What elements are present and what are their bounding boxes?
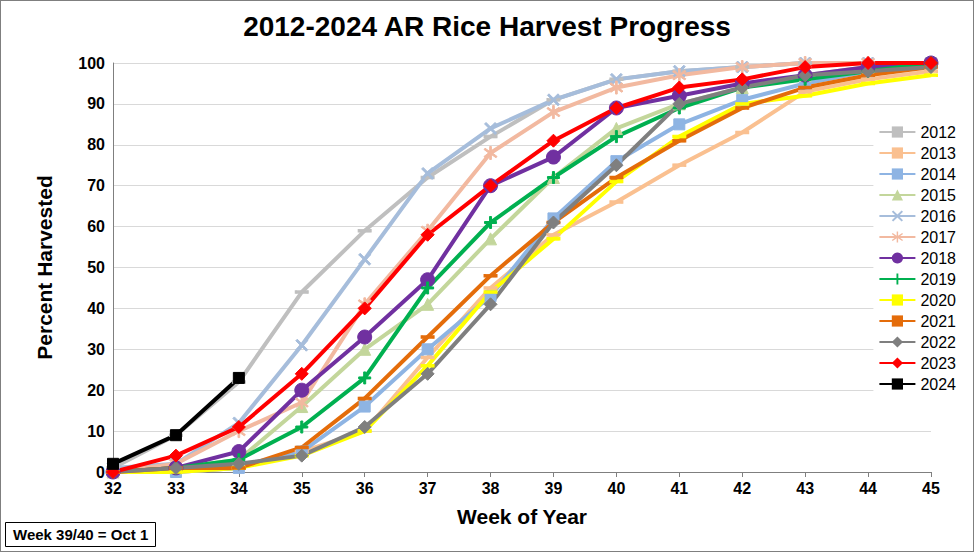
svg-text:30: 30 bbox=[87, 341, 105, 358]
svg-text:2014: 2014 bbox=[920, 166, 956, 183]
svg-text:90: 90 bbox=[87, 95, 105, 112]
svg-text:50: 50 bbox=[87, 259, 105, 276]
svg-text:45: 45 bbox=[922, 480, 940, 497]
svg-text:37: 37 bbox=[419, 480, 437, 497]
svg-text:2012-2024 AR Rice Harvest Prog: 2012-2024 AR Rice Harvest Progress bbox=[243, 11, 731, 42]
svg-text:80: 80 bbox=[87, 136, 105, 153]
svg-text:20: 20 bbox=[87, 382, 105, 399]
svg-text:33: 33 bbox=[167, 480, 185, 497]
svg-text:2018: 2018 bbox=[920, 250, 956, 267]
svg-text:36: 36 bbox=[356, 480, 374, 497]
svg-text:40: 40 bbox=[607, 480, 625, 497]
svg-text:42: 42 bbox=[733, 480, 751, 497]
svg-text:43: 43 bbox=[796, 480, 814, 497]
svg-text:2022: 2022 bbox=[920, 334, 956, 351]
svg-text:41: 41 bbox=[670, 480, 688, 497]
svg-text:60: 60 bbox=[87, 218, 105, 235]
svg-text:39: 39 bbox=[545, 480, 563, 497]
svg-text:2023: 2023 bbox=[920, 355, 956, 372]
svg-text:Week 39/40 = Oct 1: Week 39/40 = Oct 1 bbox=[13, 526, 148, 543]
svg-text:40: 40 bbox=[87, 300, 105, 317]
svg-text:2024: 2024 bbox=[920, 376, 956, 393]
svg-text:2012: 2012 bbox=[920, 124, 956, 141]
svg-text:0: 0 bbox=[96, 464, 105, 481]
svg-text:Percent Harvested: Percent Harvested bbox=[33, 175, 56, 359]
svg-text:32: 32 bbox=[104, 480, 122, 497]
svg-text:2015: 2015 bbox=[920, 187, 956, 204]
svg-text:38: 38 bbox=[482, 480, 500, 497]
svg-text:70: 70 bbox=[87, 177, 105, 194]
svg-text:44: 44 bbox=[859, 480, 877, 497]
svg-text:100: 100 bbox=[78, 55, 105, 72]
svg-text:10: 10 bbox=[87, 423, 105, 440]
svg-text:2021: 2021 bbox=[920, 313, 956, 330]
svg-text:35: 35 bbox=[293, 480, 311, 497]
svg-text:2020: 2020 bbox=[920, 292, 956, 309]
svg-text:2017: 2017 bbox=[920, 229, 956, 246]
svg-text:2013: 2013 bbox=[920, 145, 956, 162]
svg-text:2019: 2019 bbox=[920, 271, 956, 288]
svg-text:2016: 2016 bbox=[920, 208, 956, 225]
svg-text:Week of Year: Week of Year bbox=[457, 505, 587, 528]
svg-text:34: 34 bbox=[230, 480, 248, 497]
